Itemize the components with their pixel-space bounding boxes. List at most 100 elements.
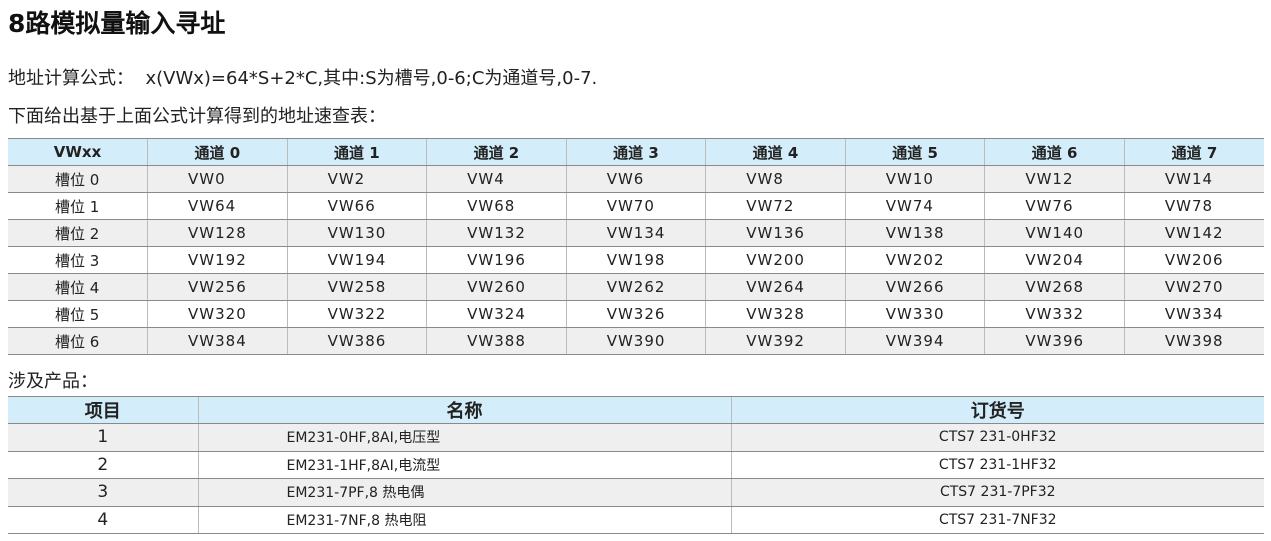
table-cell: CTS7 231-7PF32 — [730, 478, 1264, 507]
table-cell: VW66 — [286, 192, 427, 220]
table-row: 3 EM231-7PF,8 热电偶 CTS7 231-7PF32 — [8, 478, 1264, 507]
table-row: 槽位 5 VW320 VW322 VW324 VW326 VW328 VW330 VW332 V… — [8, 300, 1264, 328]
table-row: 槽位 3 VW192 VW194 VW196 VW198 VW200 VW202 VW204 V… — [8, 246, 1264, 274]
table-cell: VW14 — [1123, 165, 1264, 193]
table-cell: VW128 — [147, 219, 288, 247]
column-header: 项目 — [8, 396, 198, 424]
table-cell: EM231-0HF,8AI,电压型 — [197, 423, 731, 452]
table-cell: VW142 — [1123, 219, 1264, 247]
table-cell: 1 — [8, 423, 198, 452]
table-cell: VW384 — [147, 327, 288, 355]
table-cell: VW132 — [426, 219, 567, 247]
products-label: 涉及产品： — [8, 371, 98, 392]
table-cell: VW258 — [286, 273, 427, 301]
table-cell: VW192 — [147, 246, 288, 274]
table-cell: VW396 — [984, 327, 1125, 355]
table-cell: VW386 — [286, 327, 427, 355]
table-cell: VW6 — [565, 165, 706, 193]
table-cell: 槽位 4 — [8, 273, 148, 301]
table-row: 槽位 6 VW384 VW386 VW388 VW390 VW392 VW394 VW396 V… — [8, 327, 1264, 355]
product-table: 项目 名称 订货号 1 EM231-0HF,8AI,电压型 CTS7 231-0HF32 2… — [8, 396, 1264, 534]
table-cell: VW204 — [984, 246, 1125, 274]
table-cell: VW130 — [286, 219, 427, 247]
table-cell: VW194 — [286, 246, 427, 274]
table-cell: VW12 — [984, 165, 1125, 193]
table-cell: VW330 — [844, 300, 985, 328]
table-row: 槽位 4 VW256 VW258 VW260 VW262 VW264 VW266 VW268 V… — [8, 273, 1264, 301]
table-cell: VW136 — [705, 219, 846, 247]
table-cell: 槽位 5 — [8, 300, 148, 328]
table-cell: 槽位 2 — [8, 219, 148, 247]
table-row: 4 EM231-7NF,8 热电阻 CTS7 231-7NF32 — [8, 506, 1264, 534]
table-cell: 3 — [8, 478, 198, 507]
table-cell: VW324 — [426, 300, 567, 328]
table-cell: 槽位 1 — [8, 192, 148, 220]
table-cell: EM231-7NF,8 热电阻 — [197, 506, 731, 534]
table-row: 槽位 2 VW128 VW130 VW132 VW134 VW136 VW138 VW140 V… — [8, 219, 1264, 247]
table-cell: CTS7 231-7NF32 — [730, 506, 1264, 534]
table-cell: VW206 — [1123, 246, 1264, 274]
table-cell: VW270 — [1123, 273, 1264, 301]
table-cell: VW202 — [844, 246, 985, 274]
column-header: 通道 7 — [1123, 138, 1264, 166]
table-cell: VW70 — [565, 192, 706, 220]
table-cell: VW260 — [426, 273, 567, 301]
table-cell: VW394 — [844, 327, 985, 355]
table-cell: VW134 — [565, 219, 706, 247]
table-row: 槽位 0 VW0 VW2 VW4 VW6 VW8 VW10 VW12 VW14 — [8, 165, 1264, 193]
column-header: 名称 — [197, 396, 731, 424]
table-cell: VW320 — [147, 300, 288, 328]
table-cell: VW388 — [426, 327, 567, 355]
table-cell: VW200 — [705, 246, 846, 274]
table-cell: VW64 — [147, 192, 288, 220]
table-header-row: 项目 名称 订货号 — [8, 396, 1264, 424]
column-header: 通道 0 — [147, 138, 288, 166]
column-header: 通道 1 — [286, 138, 427, 166]
table-cell: VW2 — [286, 165, 427, 193]
column-header: 通道 4 — [705, 138, 846, 166]
formula-label: 地址计算公式： — [8, 68, 134, 89]
table-cell: VW262 — [565, 273, 706, 301]
table-cell: VW264 — [705, 273, 846, 301]
table-cell: VW322 — [286, 300, 427, 328]
intro-text: 下面给出基于上面公式计算得到的地址速查表： — [8, 106, 386, 127]
table-cell: VW68 — [426, 192, 567, 220]
table-header-row: VWxx 通道 0 通道 1 通道 2 通道 3 通道 4 通道 5 通道 6 通道 7 — [8, 138, 1264, 166]
table-cell: VW256 — [147, 273, 288, 301]
table-cell: VW196 — [426, 246, 567, 274]
column-header: VWxx — [8, 138, 148, 166]
formula: x(VWx)=64*S+2*C,其中:S为槽号,0-6;C为通道号,0-7. — [145, 68, 598, 89]
column-header: 通道 2 — [426, 138, 567, 166]
column-header: 通道 3 — [565, 138, 706, 166]
table-row: 槽位 1 VW64 VW66 VW68 VW70 VW72 VW74 VW76 VW78 — [8, 192, 1264, 220]
table-cell: 槽位 3 — [8, 246, 148, 274]
page-title: 8路模拟量输入寻址 — [8, 9, 226, 38]
table-cell: VW266 — [844, 273, 985, 301]
table-cell: 槽位 0 — [8, 165, 148, 193]
table-cell: VW390 — [565, 327, 706, 355]
address-table: VWxx 通道 0 通道 1 通道 2 通道 3 通道 4 通道 5 通道 6 通道 7 槽位 0… — [8, 138, 1264, 355]
table-cell: CTS7 231-1HF32 — [730, 451, 1264, 479]
table-row: 2 EM231-1HF,8AI,电流型 CTS7 231-1HF32 — [8, 451, 1264, 479]
table-cell: VW4 — [426, 165, 567, 193]
column-header: 订货号 — [730, 396, 1264, 424]
table-cell: VW76 — [984, 192, 1125, 220]
table-cell: VW326 — [565, 300, 706, 328]
table-cell: VW74 — [844, 192, 985, 220]
table-cell: VW8 — [705, 165, 846, 193]
table-cell: VW140 — [984, 219, 1125, 247]
table-cell: EM231-7PF,8 热电偶 — [197, 478, 731, 507]
table-cell: VW138 — [844, 219, 985, 247]
table-cell: EM231-1HF,8AI,电流型 — [197, 451, 731, 479]
table-cell: VW0 — [147, 165, 288, 193]
table-cell: VW334 — [1123, 300, 1264, 328]
table-cell: CTS7 231-0HF32 — [730, 423, 1264, 452]
formula-line: 地址计算公式： x(VWx)=64*S+2*C,其中:S为槽号,0-6;C为通道… — [8, 64, 597, 90]
table-cell: VW332 — [984, 300, 1125, 328]
table-cell: VW198 — [565, 246, 706, 274]
table-cell: 槽位 6 — [8, 327, 148, 355]
table-cell: VW10 — [844, 165, 985, 193]
column-header: 通道 5 — [844, 138, 985, 166]
table-cell: VW72 — [705, 192, 846, 220]
table-cell: VW398 — [1123, 327, 1264, 355]
